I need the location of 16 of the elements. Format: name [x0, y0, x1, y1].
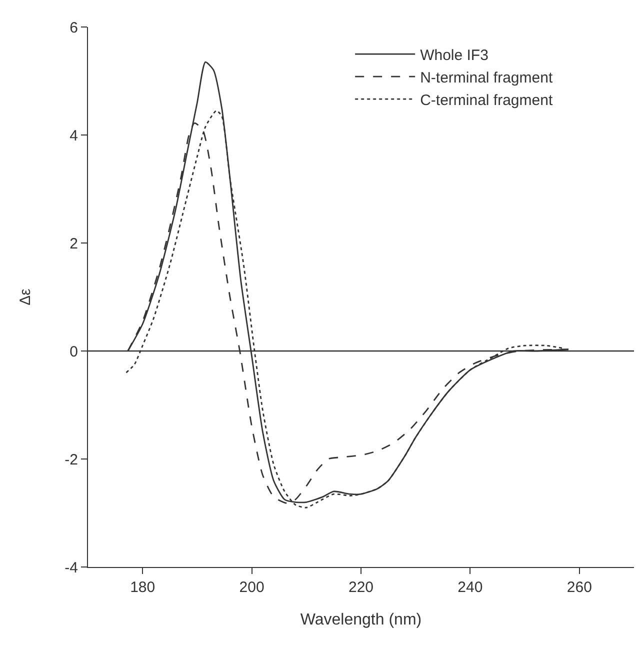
legend-label: N-terminal fragment: [420, 69, 554, 86]
y-tick-label: 4: [70, 127, 78, 144]
x-tick-label: 260: [566, 579, 592, 596]
y-tick-label: 0: [70, 343, 78, 360]
y-tick-label: -2: [64, 451, 78, 468]
x-tick-label: 200: [239, 579, 264, 596]
y-axis-title: Δε: [16, 288, 34, 306]
x-tick-label: 180: [130, 579, 156, 596]
legend-label: C-terminal fragment: [420, 92, 554, 109]
x-tick-label: 240: [458, 579, 483, 596]
y-tick-label: -4: [64, 559, 78, 576]
y-tick-label: 6: [70, 19, 78, 36]
legend-label: Whole IF3: [420, 46, 488, 64]
x-tick-label: 220: [348, 579, 374, 596]
y-tick-label: 2: [70, 235, 78, 252]
x-axis-title: Wavelength (nm): [300, 612, 422, 629]
